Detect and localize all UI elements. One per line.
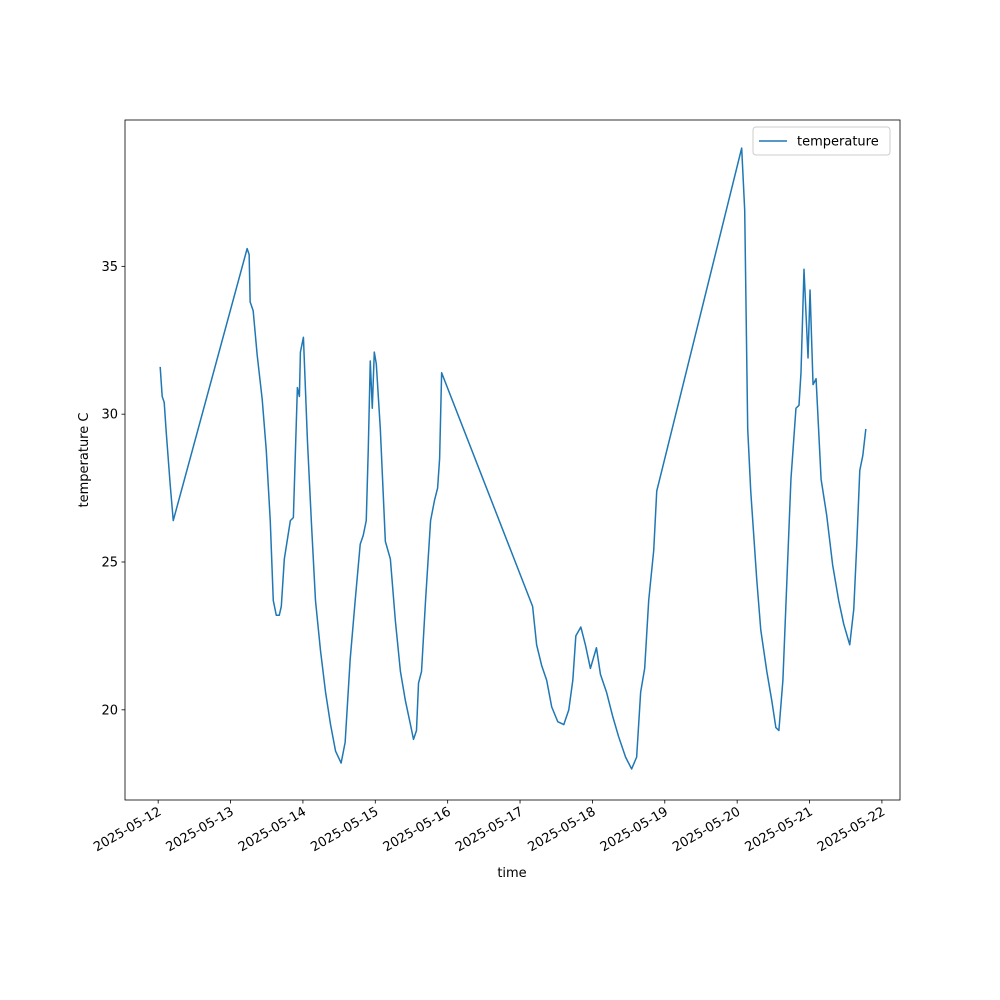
line <box>159 147 867 770</box>
x-tick-label: 2025-05-13 <box>164 804 237 855</box>
x-tick-label: 2025-05-12 <box>91 804 164 855</box>
y-tick-label: 35 <box>101 260 118 275</box>
x-tick-label: 2025-05-22 <box>815 804 888 855</box>
x-tick-label: 2025-05-18 <box>525 804 598 855</box>
x-tick-label: 2025-05-19 <box>598 804 671 855</box>
plot-frame <box>124 119 901 801</box>
y-tick-label: 25 <box>101 556 118 571</box>
x-tick-label: 2025-05-17 <box>453 804 526 855</box>
legend: temperature <box>752 126 891 156</box>
x-tick-label: 2025-05-21 <box>743 804 816 855</box>
y-axis-label: temperature C <box>77 413 92 508</box>
y-tick-label: 30 <box>101 408 118 423</box>
x-tick-label: 2025-05-16 <box>381 804 454 855</box>
x-tick-label: 2025-05-14 <box>236 804 309 855</box>
legend-label: temperature <box>797 135 879 150</box>
x-axis-label: time <box>497 866 526 881</box>
x-tick-label: 2025-05-20 <box>670 804 743 855</box>
x-tick-label: 2025-05-15 <box>308 804 381 855</box>
y-tick-label: 20 <box>101 703 118 718</box>
legend-box <box>752 126 891 156</box>
